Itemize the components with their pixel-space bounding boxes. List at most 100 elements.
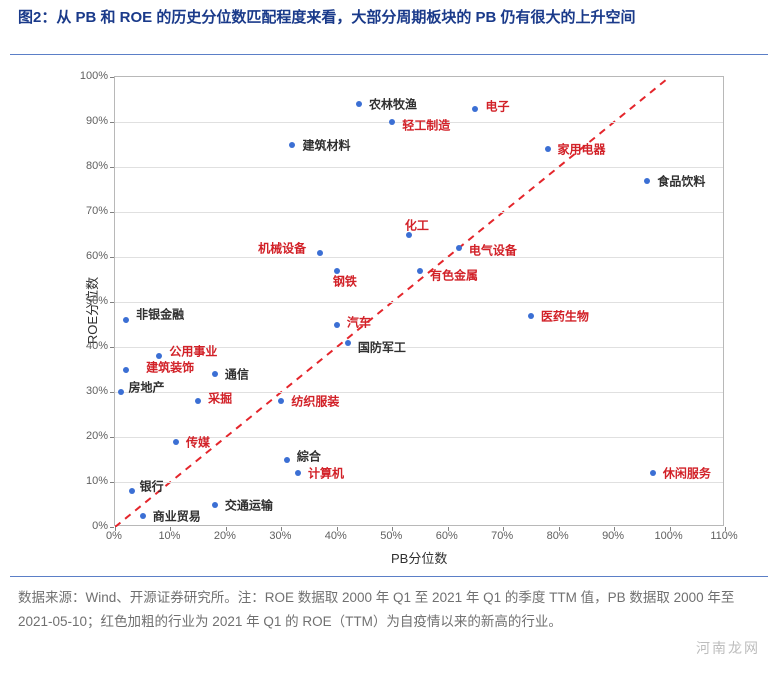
y-tick-label: 70% bbox=[86, 205, 108, 217]
data-point bbox=[156, 353, 162, 359]
point-label: 计算机 bbox=[308, 465, 344, 482]
divider-bottom bbox=[10, 576, 768, 577]
point-label: 綜合 bbox=[297, 447, 321, 464]
data-point bbox=[173, 439, 179, 445]
data-point bbox=[334, 322, 340, 328]
point-label: 通信 bbox=[225, 366, 249, 383]
y-tick-label: 90% bbox=[86, 115, 108, 127]
x-tick-label: 90% bbox=[602, 530, 624, 542]
point-label: 汽车 bbox=[347, 313, 371, 330]
y-tick-label: 100% bbox=[80, 70, 108, 82]
watermark: 河南龙网 bbox=[696, 638, 760, 658]
point-label: 非银金融 bbox=[136, 306, 184, 323]
y-tick-label: 30% bbox=[86, 385, 108, 397]
data-point bbox=[284, 457, 290, 463]
x-tick-label: 20% bbox=[214, 530, 236, 542]
point-label: 食品饮料 bbox=[657, 172, 705, 189]
x-tick-label: 10% bbox=[158, 530, 180, 542]
gridline-h bbox=[115, 212, 723, 213]
y-tick bbox=[110, 212, 114, 213]
y-tick-label: 60% bbox=[86, 250, 108, 262]
y-tick bbox=[110, 482, 114, 483]
point-label: 纺织服装 bbox=[291, 393, 339, 410]
point-label: 房地产 bbox=[129, 379, 165, 396]
point-label: 银行 bbox=[140, 478, 164, 495]
x-tick-label: 70% bbox=[491, 530, 513, 542]
y-tick-label: 10% bbox=[86, 475, 108, 487]
y-tick-label: 50% bbox=[86, 295, 108, 307]
data-point bbox=[195, 398, 201, 404]
point-label: 采掘 bbox=[208, 390, 232, 407]
x-tick-label: 60% bbox=[436, 530, 458, 542]
point-label: 电子 bbox=[485, 97, 509, 114]
x-tick-label: 40% bbox=[325, 530, 347, 542]
x-axis-title: PB分位数 bbox=[391, 548, 447, 567]
x-tick-label: 110% bbox=[710, 530, 737, 542]
point-label: 公用事业 bbox=[169, 343, 217, 360]
point-label: 建筑材料 bbox=[302, 136, 350, 153]
data-point bbox=[472, 106, 478, 112]
divider-top bbox=[10, 54, 768, 55]
point-label: 国防军工 bbox=[358, 338, 406, 355]
gridline-h bbox=[115, 302, 723, 303]
point-label: 传媒 bbox=[186, 433, 210, 450]
data-point bbox=[650, 470, 656, 476]
point-label: 家用电器 bbox=[558, 141, 606, 158]
point-label: 休闲服务 bbox=[663, 465, 711, 482]
point-label: 机械设备 bbox=[258, 239, 306, 256]
data-point bbox=[389, 119, 395, 125]
data-point bbox=[345, 340, 351, 346]
y-tick bbox=[110, 437, 114, 438]
data-point bbox=[123, 317, 129, 323]
gridline-h bbox=[115, 257, 723, 258]
point-label: 农林牧渔 bbox=[369, 96, 417, 113]
source-note: 数据来源：Wind、开源证券研究所。注：ROE 数据取 2000 年 Q1 至 … bbox=[18, 586, 760, 635]
figure-title: 图2：从 PB 和 ROE 的历史分位数匹配程度来看，大部分周期板块的 PB 仍… bbox=[18, 6, 760, 29]
point-label: 钢铁 bbox=[333, 272, 357, 289]
point-label: 化工 bbox=[405, 216, 429, 233]
data-point bbox=[212, 371, 218, 377]
x-tick-label: 80% bbox=[547, 530, 569, 542]
data-point bbox=[356, 101, 362, 107]
data-point bbox=[456, 245, 462, 251]
data-point bbox=[289, 142, 295, 148]
y-tick-label: 80% bbox=[86, 160, 108, 172]
point-label: 交通运输 bbox=[225, 496, 273, 513]
y-tick bbox=[110, 122, 114, 123]
y-axis-title: ROE分位数 bbox=[82, 277, 101, 344]
gridline-h bbox=[115, 392, 723, 393]
x-tick-label: 100% bbox=[654, 530, 682, 542]
data-point bbox=[417, 268, 423, 274]
plot-area: 非银金融房地产 建筑装饰银行商业贸易 公用事业传媒 采掘 通信交通运输 建筑材料纺织服装綜… bbox=[114, 76, 724, 526]
x-tick-label: 30% bbox=[269, 530, 291, 542]
data-point bbox=[545, 146, 551, 152]
y-tick bbox=[110, 302, 114, 303]
scatter-chart: 非银金融房地产 建筑装饰银行商业贸易 公用事业传媒 采掘 通信交通运输 建筑材料纺织服装綜… bbox=[62, 68, 744, 556]
point-label: 商业贸易 bbox=[153, 507, 201, 524]
y-tick bbox=[110, 347, 114, 348]
point-label: 有色金属 bbox=[430, 266, 478, 283]
gridline-h bbox=[115, 167, 723, 168]
point-label: 医药生物 bbox=[541, 307, 589, 324]
y-tick-label: 20% bbox=[86, 430, 108, 442]
y-tick bbox=[110, 77, 114, 78]
data-point bbox=[644, 178, 650, 184]
data-point bbox=[528, 313, 534, 319]
data-point bbox=[212, 502, 218, 508]
data-point bbox=[278, 398, 284, 404]
data-point bbox=[123, 367, 129, 373]
y-tick bbox=[110, 392, 114, 393]
y-tick-label: 40% bbox=[86, 340, 108, 352]
y-tick bbox=[110, 527, 114, 528]
x-tick-label: 50% bbox=[380, 530, 402, 542]
y-tick bbox=[110, 167, 114, 168]
x-tick-label: 0% bbox=[106, 530, 122, 542]
y-tick bbox=[110, 257, 114, 258]
data-point bbox=[317, 250, 323, 256]
point-label: 电气设备 bbox=[469, 242, 517, 259]
point-label: 建筑装饰 bbox=[146, 358, 194, 375]
data-point bbox=[118, 389, 124, 395]
point-label: 轻工制造 bbox=[402, 117, 450, 134]
data-point bbox=[129, 488, 135, 494]
gridline-h bbox=[115, 482, 723, 483]
